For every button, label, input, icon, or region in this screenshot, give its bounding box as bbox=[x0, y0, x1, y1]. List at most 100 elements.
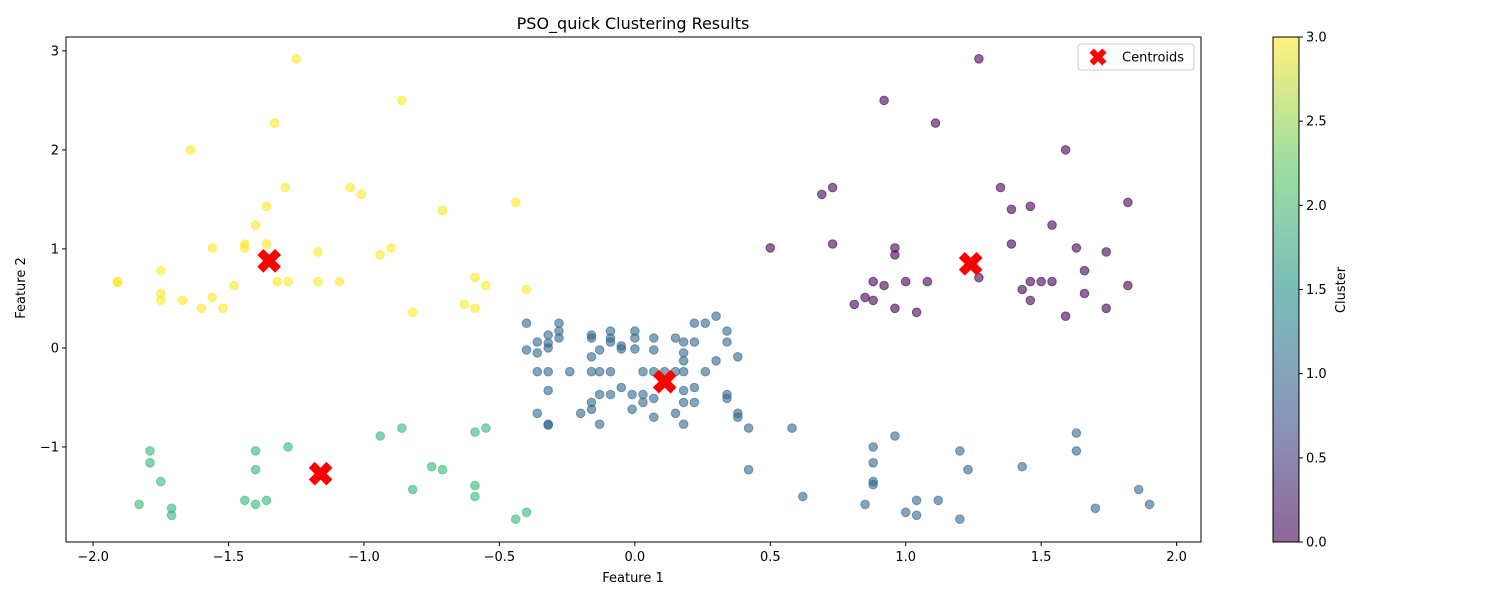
data-point-cluster-1 bbox=[649, 345, 659, 355]
x-tick-label: −1.5 bbox=[213, 550, 245, 565]
data-point-cluster-0 bbox=[900, 276, 911, 287]
data-point-cluster-3 bbox=[250, 220, 261, 230]
data-point-cluster-1 bbox=[787, 423, 797, 433]
data-point-cluster-2 bbox=[240, 495, 250, 506]
data-point-cluster-1 bbox=[1133, 484, 1144, 495]
data-point-cluster-1 bbox=[532, 408, 543, 419]
data-point-cluster-1 bbox=[1071, 446, 1082, 456]
colorbar-gradient bbox=[1273, 37, 1299, 542]
data-point-cluster-3 bbox=[313, 276, 323, 287]
plot-frame bbox=[65, 36, 1202, 543]
data-point-cluster-3 bbox=[229, 280, 239, 291]
data-point-cluster-3 bbox=[272, 276, 283, 287]
data-point-cluster-1 bbox=[649, 412, 659, 423]
data-point-cluster-1 bbox=[543, 420, 554, 431]
centroid-marker bbox=[958, 251, 983, 276]
data-point-cluster-3 bbox=[470, 272, 480, 283]
data-point-cluster-1 bbox=[521, 345, 532, 355]
data-point-cluster-0 bbox=[1079, 265, 1090, 276]
data-point-cluster-1 bbox=[627, 389, 637, 400]
data-point-cluster-0 bbox=[1025, 295, 1036, 306]
data-point-cluster-3 bbox=[185, 145, 196, 155]
colorbar-label: Cluster bbox=[1334, 266, 1349, 313]
data-point-cluster-1 bbox=[868, 458, 879, 468]
data-point-cluster-1 bbox=[933, 495, 944, 506]
colorbar-tick-label: 3.0 bbox=[1306, 31, 1327, 46]
data-point-cluster-0 bbox=[995, 182, 1006, 193]
data-point-cluster-3 bbox=[269, 118, 280, 128]
data-point-cluster-3 bbox=[291, 54, 302, 64]
chart-title: PSO_quick Clustering Results bbox=[517, 14, 750, 34]
data-point-cluster-1 bbox=[638, 397, 648, 408]
legend: Centroids bbox=[1077, 43, 1195, 71]
x-tick-label: 0.5 bbox=[760, 550, 781, 565]
data-point-cluster-1 bbox=[860, 499, 870, 510]
data-point-cluster-0 bbox=[1036, 276, 1046, 287]
data-point-cluster-1 bbox=[678, 397, 689, 408]
data-point-cluster-0 bbox=[1123, 280, 1133, 291]
data-point-cluster-0 bbox=[890, 250, 900, 260]
data-point-cluster-1 bbox=[1017, 461, 1028, 472]
y-tick-label: 2 bbox=[51, 143, 59, 158]
data-point-cluster-0 bbox=[827, 182, 838, 193]
data-point-cluster-3 bbox=[397, 95, 407, 106]
data-point-cluster-1 bbox=[955, 514, 965, 525]
data-point-cluster-3 bbox=[521, 284, 532, 295]
data-point-cluster-3 bbox=[345, 182, 356, 193]
data-point-cluster-3 bbox=[459, 299, 470, 310]
data-point-cluster-0 bbox=[1006, 204, 1017, 215]
data-point-cluster-1 bbox=[711, 311, 721, 322]
data-point-cluster-0 bbox=[1101, 303, 1111, 314]
data-point-cluster-3 bbox=[240, 243, 250, 253]
colorbar-tick-label: 2.5 bbox=[1306, 115, 1327, 130]
data-point-cluster-0 bbox=[1025, 201, 1036, 212]
data-point-cluster-1 bbox=[554, 318, 564, 329]
data-point-cluster-3 bbox=[283, 276, 293, 287]
data-point-cluster-1 bbox=[627, 404, 637, 415]
data-point-cluster-1 bbox=[649, 393, 659, 404]
data-point-cluster-1 bbox=[900, 507, 911, 518]
data-point-cluster-0 bbox=[868, 295, 879, 306]
x-tick-label: −1.0 bbox=[348, 550, 380, 565]
data-point-cluster-1 bbox=[670, 333, 681, 343]
data-point-cluster-2 bbox=[470, 491, 480, 502]
data-point-cluster-0 bbox=[1079, 288, 1090, 299]
data-point-cluster-2 bbox=[437, 464, 448, 475]
data-point-cluster-3 bbox=[386, 243, 396, 253]
data-point-cluster-1 bbox=[722, 337, 732, 347]
data-point-cluster-1 bbox=[543, 343, 554, 353]
data-point-cluster-1 bbox=[955, 446, 965, 456]
data-point-cluster-3 bbox=[334, 276, 345, 287]
data-point-cluster-1 bbox=[532, 348, 543, 358]
y-tick-label: 0 bbox=[51, 341, 59, 356]
data-point-cluster-1 bbox=[543, 366, 554, 377]
data-point-cluster-1 bbox=[700, 366, 711, 377]
data-point-cluster-2 bbox=[407, 484, 418, 495]
legend-frame bbox=[1077, 43, 1195, 71]
data-point-cluster-1 bbox=[630, 333, 640, 343]
data-point-cluster-1 bbox=[733, 412, 743, 423]
data-point-cluster-1 bbox=[565, 366, 575, 377]
data-point-cluster-3 bbox=[510, 197, 521, 208]
data-point-cluster-1 bbox=[722, 326, 732, 336]
data-point-cluster-1 bbox=[616, 344, 627, 354]
data-point-cluster-2 bbox=[470, 427, 480, 437]
data-point-cluster-0 bbox=[922, 276, 933, 287]
centroid-marker bbox=[308, 461, 333, 486]
data-point-cluster-3 bbox=[375, 250, 386, 260]
data-point-cluster-3 bbox=[156, 265, 166, 276]
x-tick-label: 0.0 bbox=[625, 550, 646, 565]
data-point-cluster-1 bbox=[532, 366, 543, 377]
data-point-cluster-2 bbox=[250, 464, 261, 475]
data-point-cluster-0 bbox=[1017, 284, 1028, 295]
data-point-cluster-0 bbox=[1071, 243, 1082, 253]
data-point-cluster-1 bbox=[605, 337, 616, 347]
data-point-cluster-2 bbox=[250, 446, 261, 456]
data-point-cluster-3 bbox=[313, 247, 323, 257]
data-point-cluster-2 bbox=[156, 476, 166, 487]
data-point-cluster-1 bbox=[678, 366, 689, 377]
data-point-cluster-3 bbox=[470, 303, 480, 314]
data-point-cluster-1 bbox=[689, 318, 700, 329]
data-point-cluster-1 bbox=[689, 382, 700, 393]
